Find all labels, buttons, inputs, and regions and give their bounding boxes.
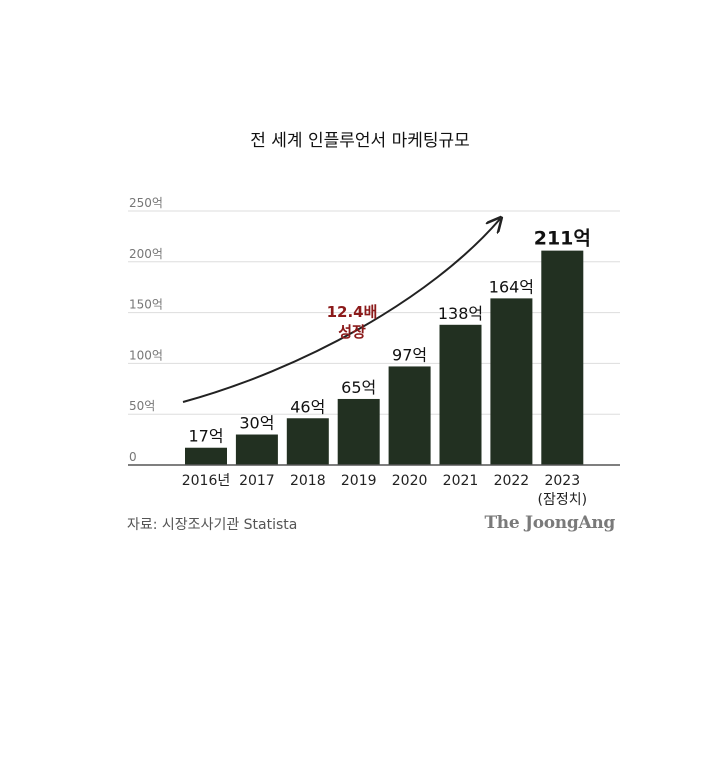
bar <box>235 434 278 465</box>
growth-arrow <box>182 219 500 403</box>
y-tick-label: 250억 <box>129 196 163 210</box>
y-tick-labels: 0 50억 100억 150억 200억 250억 <box>129 196 163 464</box>
bar <box>490 298 533 465</box>
chart-title: 전 세계 인플루언서 마케팅규모 <box>250 131 470 151</box>
x-tick-label: 2020 <box>392 473 428 489</box>
y-tick-label: 200억 <box>129 247 163 261</box>
data-label: 97억 <box>392 345 427 364</box>
bar <box>337 398 380 465</box>
bar <box>388 366 431 465</box>
data-label: 164억 <box>489 277 534 296</box>
x-tick-label: 2018 <box>290 473 326 489</box>
y-tick-label: 150억 <box>129 298 163 312</box>
y-tick-label: 100억 <box>129 348 163 362</box>
data-label: 211억 <box>534 228 591 250</box>
x-tick-label: 2021 <box>443 473 479 489</box>
y-tick-label: 50억 <box>129 399 155 413</box>
growth-annotation-line1: 12.4배 <box>327 303 378 321</box>
x-tick-label: 2017 <box>239 473 275 489</box>
x-tick-label: 2019 <box>341 473 377 489</box>
x-tick-label: 2022 <box>494 473 530 489</box>
x-tick-label: 2016년 <box>182 473 231 489</box>
data-label: 65억 <box>341 378 376 397</box>
bar <box>185 447 227 465</box>
value-labels: 17억 30억 46억 65억 97억 138억 164억 211억 <box>188 228 590 446</box>
growth-annotation-line2: 성장 <box>338 323 366 341</box>
source-note: 자료: 시장조사기관 Statista <box>127 517 298 533</box>
data-label: 17억 <box>188 427 223 446</box>
data-label: 138억 <box>438 304 483 323</box>
publisher-logo: The JoongAng <box>484 513 615 533</box>
y-tick-label: 0 <box>129 450 137 464</box>
data-label: 30억 <box>239 414 274 433</box>
bar <box>541 250 584 465</box>
bar <box>439 324 482 465</box>
bar <box>286 418 329 465</box>
x-tick-label: 2023 <box>544 473 580 489</box>
x-tick-sublabel: (잠정치) <box>538 492 588 508</box>
x-tick-labels: 2016년 2017 2018 2019 2020 2021 2022 2023 (잠정치) <box>182 473 587 508</box>
bars <box>185 250 584 465</box>
data-label: 46억 <box>290 397 325 416</box>
